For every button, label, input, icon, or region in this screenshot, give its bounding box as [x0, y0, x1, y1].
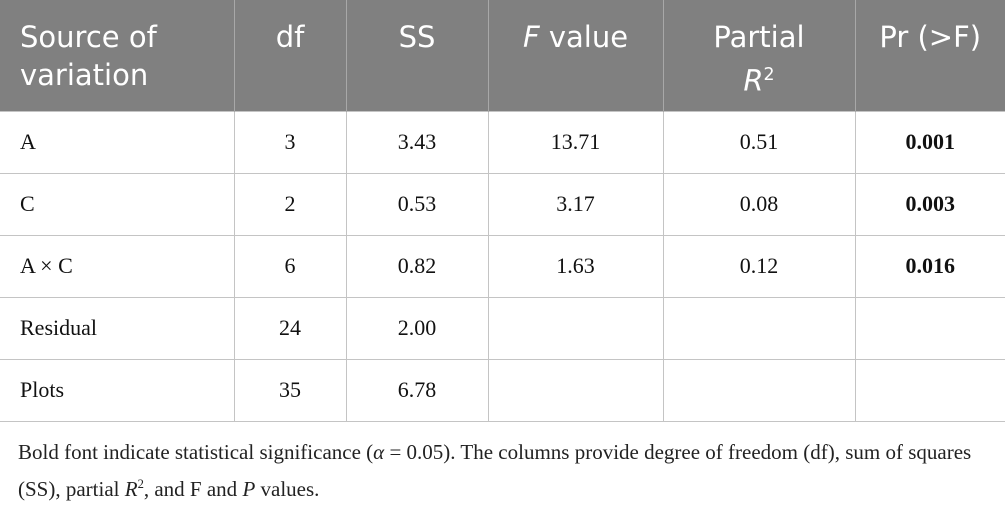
- note-italic: R: [124, 477, 138, 501]
- table-cell: 3: [233, 110, 347, 174]
- header-superscript: 2: [763, 65, 775, 85]
- table-cell: C: [0, 172, 235, 236]
- note-text: Bold font indicate statistical significa…: [18, 440, 374, 464]
- header-text: Source of variation: [20, 20, 157, 92]
- table-cell: Residual: [0, 296, 235, 360]
- header-italic: F: [522, 20, 540, 54]
- note-italic: P: [242, 477, 256, 501]
- header-text: df: [275, 20, 305, 54]
- note-text: , and F and: [143, 477, 243, 501]
- header-cell: SS: [345, 0, 488, 111]
- anova-table: Source of variation df SS F value Partia…: [0, 0, 1005, 422]
- table-cell: 0.53: [345, 172, 489, 236]
- table-cell: A × C: [0, 234, 235, 298]
- table-cell: [854, 358, 1005, 422]
- table-cell: Plots: [0, 358, 235, 422]
- table-body: A 3 3.43 13.71 0.51 0.001 C 2 0.53 3.17 0.08 0.003 A…: [0, 110, 1005, 422]
- table-row: A × C 6 0.82 1.63 0.12 0.016: [0, 234, 1005, 298]
- note-text: values.: [255, 477, 320, 501]
- table-cell: 0.016: [854, 234, 1005, 298]
- header-row: Source of variation df SS F value Partia…: [0, 0, 1005, 111]
- note-italic: α: [373, 440, 385, 464]
- table-cell: 6: [233, 234, 347, 298]
- table-cell: A: [0, 110, 235, 174]
- header-italic: R: [743, 63, 764, 98]
- table-cell: 3.43: [345, 110, 489, 174]
- table-note: Bold font indicate statistical significa…: [18, 436, 998, 505]
- table-cell: 0.12: [662, 234, 856, 298]
- table-cell: 24: [233, 296, 347, 360]
- table-cell: [662, 358, 856, 422]
- table-cell: [487, 358, 664, 422]
- table-cell: 35: [233, 358, 347, 422]
- table-cell: 0.001: [854, 110, 1005, 174]
- table-cell: 3.17: [487, 172, 664, 236]
- table-cell: 6.78: [345, 358, 489, 422]
- header-cell: Partial R2: [662, 0, 855, 111]
- table-cell: 1.63: [487, 234, 664, 298]
- table-cell: 0.003: [854, 172, 1005, 236]
- table-row: A 3 3.43 13.71 0.51 0.001: [0, 110, 1005, 174]
- table-cell: 0.51: [662, 110, 856, 174]
- header-text: Pr (>F): [879, 20, 982, 54]
- table-cell: 2: [233, 172, 347, 236]
- header-text: SS: [398, 20, 436, 54]
- header-text: Partial: [713, 20, 805, 54]
- note-text: = 0.05). The columns provide degree of f…: [18, 440, 972, 501]
- header-cell: F value: [487, 0, 663, 111]
- table-cell: [487, 296, 664, 360]
- table-cell: [854, 296, 1005, 360]
- header-cell: Source of variation: [0, 0, 234, 111]
- header-text: value: [548, 20, 629, 54]
- table-cell: 2.00: [345, 296, 489, 360]
- table-row: Plots 35 6.78: [0, 358, 1005, 422]
- table-cell: 13.71: [487, 110, 664, 174]
- table-row: Residual 24 2.00: [0, 296, 1005, 360]
- table-cell: 0.82: [345, 234, 489, 298]
- table-header: Source of variation df SS F value Partia…: [0, 0, 1005, 111]
- header-cell: Pr (>F): [854, 0, 1005, 111]
- table-row: C 2 0.53 3.17 0.08 0.003: [0, 172, 1005, 236]
- table-cell: [662, 296, 856, 360]
- note-superscript: 2: [137, 477, 144, 491]
- header-cell: df: [233, 0, 346, 111]
- table-cell: 0.08: [662, 172, 856, 236]
